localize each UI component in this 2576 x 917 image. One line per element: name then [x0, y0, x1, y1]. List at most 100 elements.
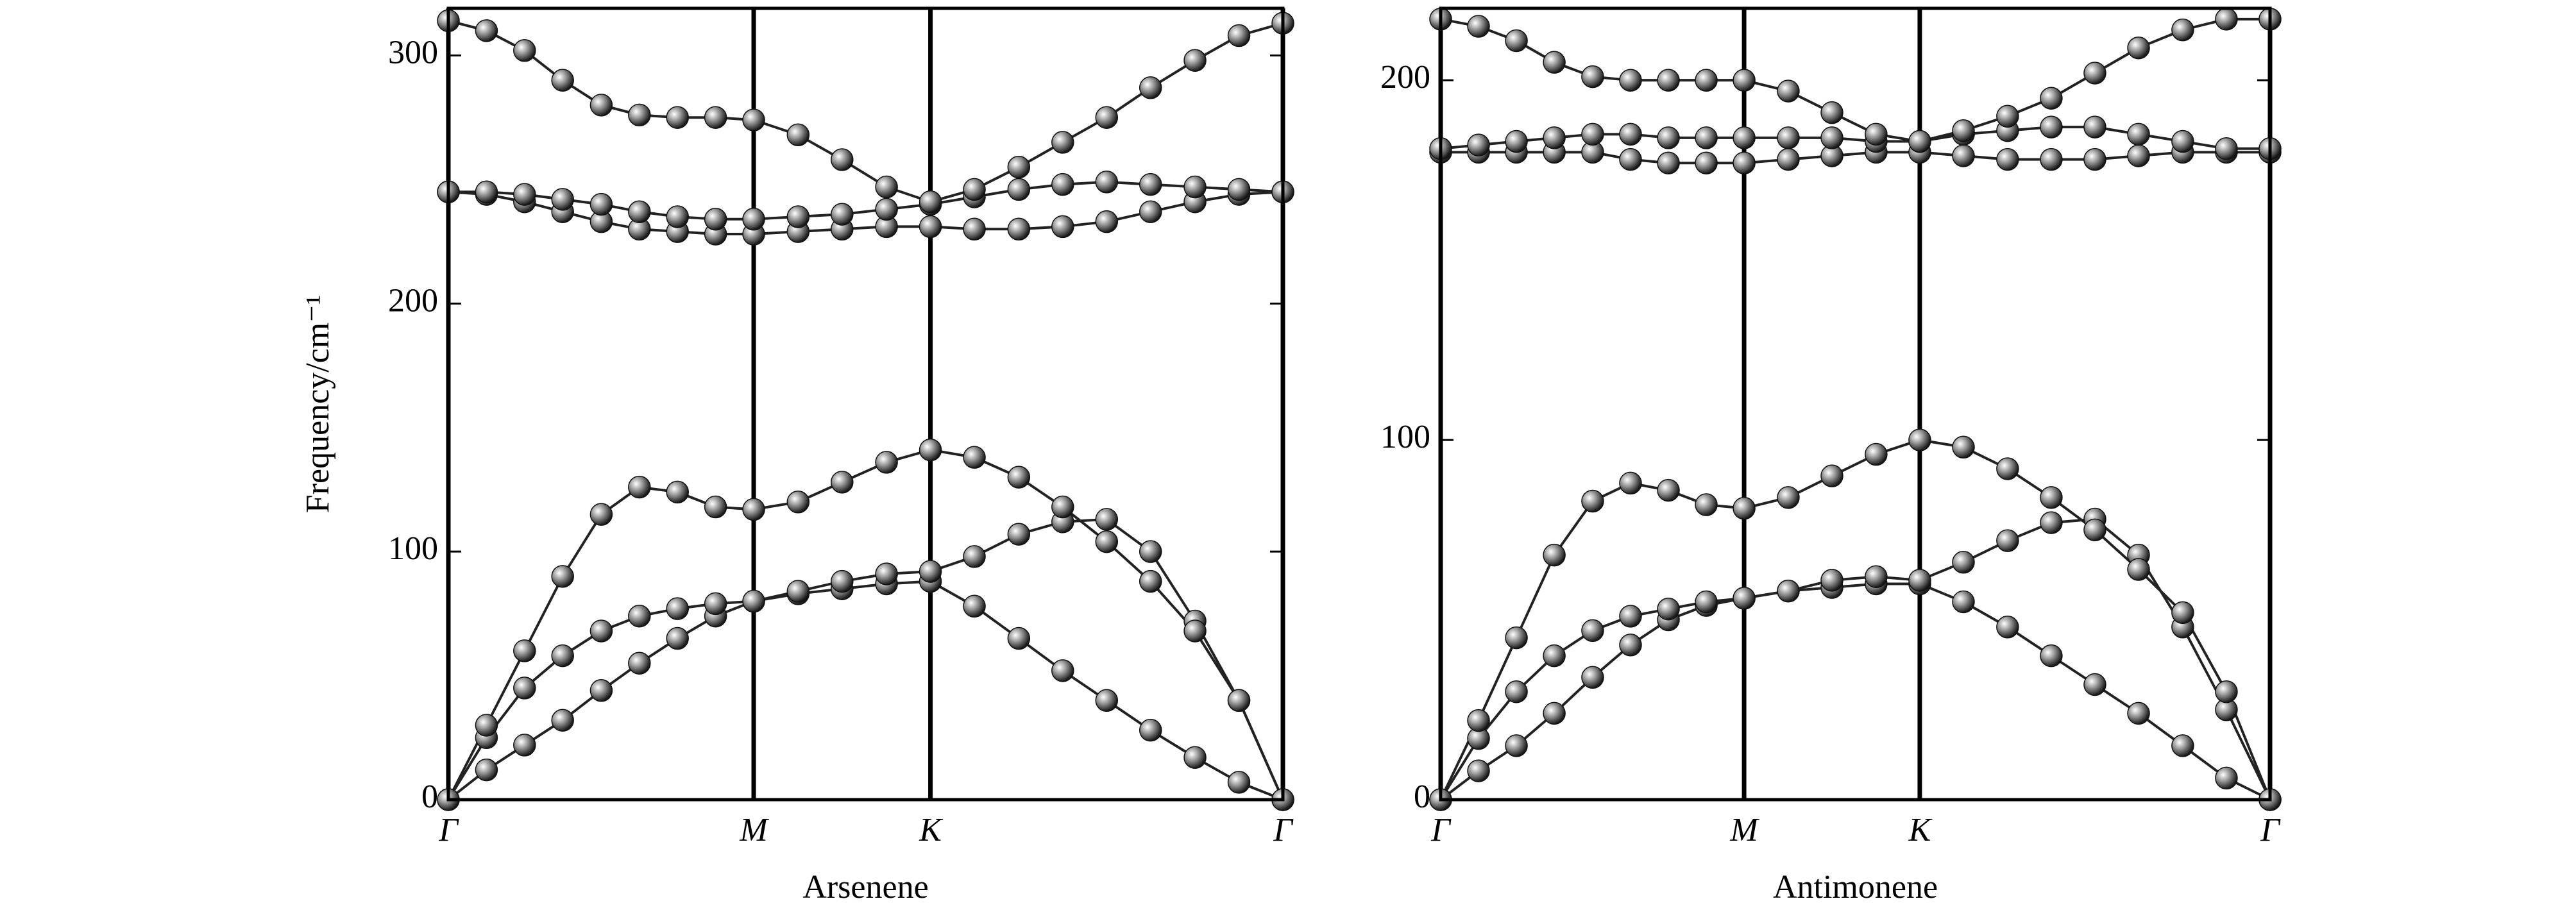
- point: [1619, 471, 1642, 495]
- point: [1581, 65, 1604, 88]
- point: [1733, 151, 1756, 174]
- point: [1007, 466, 1031, 489]
- point: [831, 203, 854, 226]
- point: [1952, 144, 1975, 167]
- point: [1657, 478, 1680, 502]
- point: [919, 438, 942, 462]
- point: [475, 180, 498, 204]
- point: [1952, 119, 1975, 142]
- point: [2127, 558, 2150, 581]
- point: [1733, 69, 1756, 92]
- x-tick-label: Γ: [438, 812, 459, 848]
- y-tick-label: 100: [1380, 419, 1430, 455]
- point: [1777, 579, 1800, 603]
- point: [1227, 771, 1251, 794]
- point: [1139, 718, 1162, 742]
- point: [1865, 565, 1888, 588]
- point: [1952, 551, 1975, 574]
- point: [875, 451, 898, 474]
- point: [1581, 666, 1604, 689]
- point: [1095, 689, 1119, 712]
- point: [513, 39, 536, 62]
- point: [704, 106, 727, 129]
- point: [786, 580, 810, 603]
- point: [1733, 496, 1756, 520]
- point: [1227, 24, 1251, 47]
- point: [551, 644, 574, 668]
- point: [475, 714, 498, 737]
- point: [1733, 126, 1756, 149]
- point: [1581, 489, 1604, 513]
- point: [704, 592, 727, 616]
- point: [1505, 626, 1528, 650]
- point: [1505, 130, 1528, 153]
- point: [786, 205, 810, 228]
- point: [1695, 493, 1718, 516]
- point: [2083, 115, 2106, 139]
- point: [1467, 709, 1490, 732]
- point: [513, 734, 536, 757]
- point: [1619, 147, 1642, 171]
- point: [704, 208, 727, 231]
- x-tick-label: Γ: [2260, 812, 2281, 848]
- point: [1051, 172, 1074, 196]
- point: [1007, 523, 1031, 546]
- point: [875, 562, 898, 585]
- point: [1996, 457, 2019, 480]
- point: [963, 594, 986, 618]
- point: [1777, 126, 1800, 149]
- point: [1227, 178, 1251, 201]
- point: [1657, 126, 1680, 149]
- point: [2127, 122, 2150, 146]
- point: [704, 495, 727, 519]
- point: [2040, 486, 2063, 509]
- point: [1183, 619, 1207, 643]
- point: [1657, 151, 1680, 174]
- point: [742, 208, 765, 231]
- point: [1820, 569, 1843, 592]
- point: [666, 205, 689, 228]
- x-tick-label: M: [1729, 812, 1759, 848]
- point: [2040, 147, 2063, 171]
- point: [1095, 210, 1119, 233]
- point: [2215, 766, 2238, 790]
- point: [1619, 122, 1642, 146]
- point: [1820, 126, 1843, 149]
- point: [786, 123, 810, 147]
- point: [1952, 435, 1975, 459]
- y-tick-label: 100: [388, 530, 438, 567]
- point: [875, 175, 898, 199]
- line: [447, 448, 1284, 800]
- point: [1139, 76, 1162, 99]
- line: [448, 19, 1284, 203]
- point: [1505, 680, 1528, 703]
- point: [1619, 634, 1642, 657]
- point: [963, 446, 986, 469]
- point: [1095, 106, 1119, 129]
- point: [551, 69, 574, 92]
- point: [628, 200, 651, 223]
- point: [1543, 702, 1566, 725]
- point: [963, 178, 986, 201]
- point: [1996, 529, 2019, 552]
- point: [1227, 689, 1251, 712]
- point: [589, 619, 613, 643]
- point: [666, 597, 689, 620]
- point: [551, 565, 574, 588]
- point: [666, 627, 689, 650]
- point: [1505, 29, 1528, 53]
- point: [1777, 80, 1800, 103]
- point: [963, 217, 986, 241]
- point: [628, 103, 651, 127]
- point: [2215, 680, 2238, 703]
- point: [831, 569, 854, 593]
- plot: 0 100 200 Γ M K Γ Antimonene: [1380, 6, 2282, 905]
- point: [1051, 495, 1074, 519]
- point: [551, 188, 574, 211]
- line: [447, 580, 1284, 801]
- point: [628, 604, 651, 628]
- point: [589, 503, 613, 526]
- point: [1183, 49, 1207, 72]
- point: [1051, 659, 1074, 682]
- point: [2171, 18, 2194, 42]
